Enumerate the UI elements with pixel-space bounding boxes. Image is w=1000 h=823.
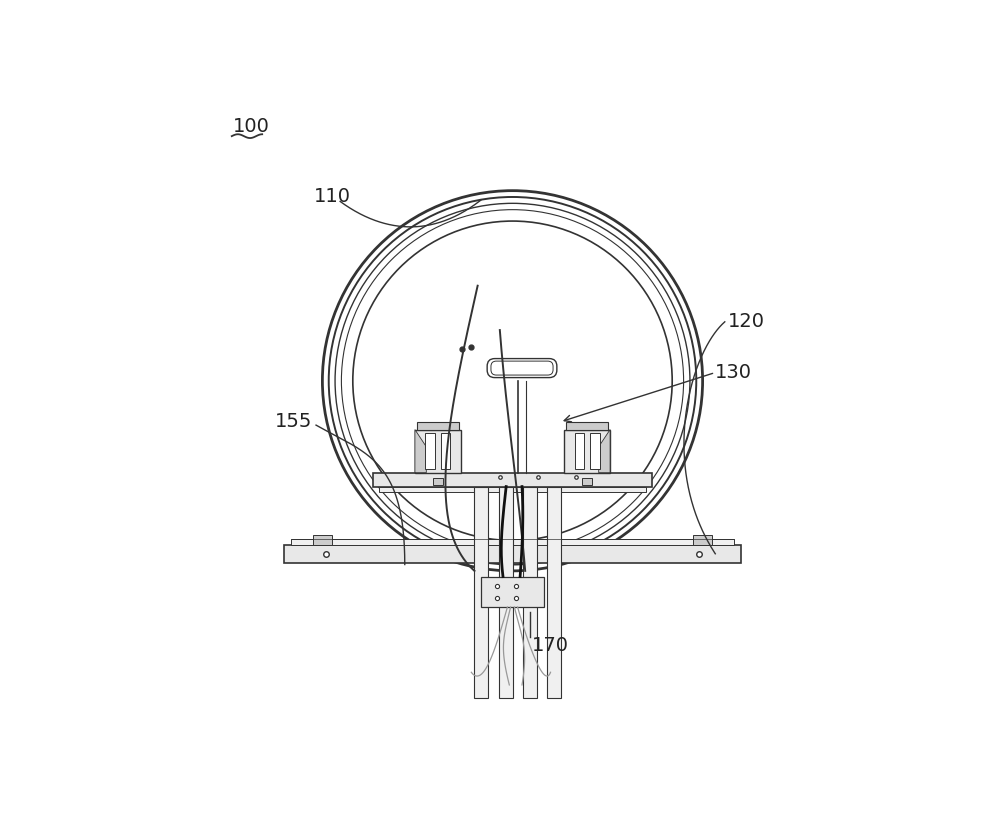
Bar (564, 430, 610, 472)
Bar (379, 486, 646, 491)
Text: 100: 100 (232, 117, 269, 136)
Text: 170: 170 (532, 635, 569, 654)
Bar (441, 433, 450, 469)
Bar (523, 486, 537, 698)
Bar (582, 477, 592, 486)
Bar (313, 536, 332, 545)
Bar (547, 486, 561, 698)
Bar (373, 472, 652, 486)
Bar (566, 422, 608, 430)
Polygon shape (415, 430, 426, 472)
Bar (417, 422, 459, 430)
Bar (425, 433, 435, 469)
Bar (415, 430, 461, 472)
Bar (481, 577, 544, 607)
Bar (575, 433, 584, 469)
Text: 110: 110 (313, 188, 350, 207)
Bar (499, 486, 513, 698)
Bar (590, 433, 600, 469)
Text: 155: 155 (275, 412, 312, 431)
Polygon shape (599, 430, 610, 472)
Bar (433, 477, 443, 486)
Bar (474, 486, 488, 698)
Bar (693, 536, 712, 545)
Bar (291, 538, 734, 545)
Text: 130: 130 (715, 363, 752, 382)
Bar (284, 545, 741, 563)
Text: 120: 120 (728, 312, 765, 332)
